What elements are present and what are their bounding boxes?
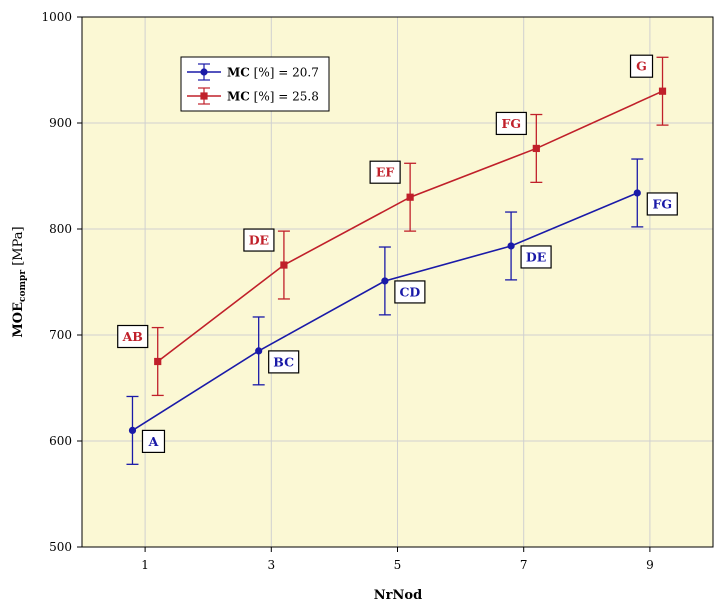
group-label: CD <box>394 280 426 304</box>
y-axis-label: MOEcompr [MPa] <box>11 226 28 337</box>
data-point <box>255 347 263 355</box>
legend-label: MC [%] = 25.8 <box>227 90 319 104</box>
data-point <box>507 242 515 250</box>
x-tick-label: 7 <box>520 558 528 572</box>
svg-text:DE: DE <box>526 249 546 264</box>
data-point <box>128 426 137 434</box>
group-label: AB <box>117 324 149 349</box>
svg-text:DE: DE <box>249 233 269 248</box>
data-point <box>280 261 288 269</box>
x-tick-label: 9 <box>646 558 654 572</box>
svg-text:CD: CD <box>399 284 420 299</box>
group-label: G <box>629 54 654 78</box>
x-axis-label: NrNod <box>374 588 422 603</box>
svg-text:BC: BC <box>273 354 294 369</box>
y-tick-label: 800 <box>49 222 72 236</box>
y-tick-label: 700 <box>49 328 72 342</box>
legend-entry: MC [%] = 25.8 <box>187 87 319 105</box>
group-label: BC <box>268 350 300 374</box>
data-point <box>154 357 162 366</box>
series-1: A BC CD DE FG <box>126 158 678 465</box>
x-tick-label: 3 <box>267 558 275 572</box>
legend-box <box>180 56 330 112</box>
group-label: DE <box>520 245 552 269</box>
svg-text:FG: FG <box>652 196 672 211</box>
y-tick-label: 600 <box>49 434 72 448</box>
x-tick-label: 1 <box>141 558 149 572</box>
group-label: A <box>141 429 166 453</box>
data-point <box>532 144 540 153</box>
y-axis-label-unit: [MPa] <box>11 226 26 270</box>
y-axis-label-sub: compr <box>18 270 28 302</box>
svg-text:EF: EF <box>376 165 395 180</box>
series-layer: A BC CD DE FG AB DE EF FG G <box>117 54 678 465</box>
svg-text:G: G <box>636 59 647 74</box>
x-tick-label: 5 <box>394 558 402 572</box>
series-2: AB DE EF FG G <box>117 54 669 397</box>
group-label: FG <box>495 111 527 136</box>
legend-label: MC [%] = 20.7 <box>227 66 319 80</box>
group-label: DE <box>243 228 275 252</box>
data-point <box>658 87 667 95</box>
y-tick-label: 900 <box>49 116 72 130</box>
svg-text:FG: FG <box>502 116 522 131</box>
y-axis-label-main: MOE <box>11 302 26 338</box>
x-axis-ticks: 1 3 5 7 9 <box>141 547 654 572</box>
legend-entry: MC [%] = 20.7 <box>187 63 319 81</box>
group-label: EF <box>369 160 401 184</box>
legend: MC [%] = 20.7 MC [%] = 25.8 <box>180 56 330 112</box>
group-label: FG <box>646 192 678 216</box>
data-point <box>406 193 414 201</box>
y-axis-ticks: 500 600 700 800 900 1000 <box>41 10 82 554</box>
grid-lines <box>82 17 713 547</box>
plot-frame <box>81 16 714 548</box>
svg-text:AB: AB <box>122 329 143 344</box>
data-point <box>381 277 389 285</box>
y-tick-label: 1000 <box>41 10 72 24</box>
y-tick-label: 500 <box>49 540 72 554</box>
data-point <box>633 189 641 197</box>
svg-text:A: A <box>148 434 159 449</box>
